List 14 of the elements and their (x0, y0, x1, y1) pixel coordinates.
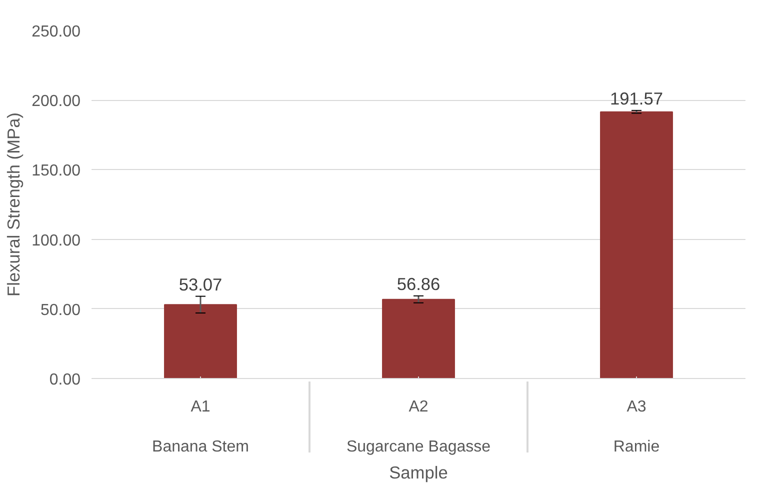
data-label: 53.07 (178, 274, 222, 294)
y-tick-label: 250.00 (32, 24, 81, 40)
category-label: A1 Banana Stem (152, 398, 249, 456)
y-tick-label: 200.00 (32, 93, 81, 110)
y-axis-title: Flexural Strength (MPa) (4, 112, 24, 296)
y-tick-label: 150.00 (32, 162, 81, 180)
data-label: 191.57 (610, 88, 663, 108)
category-label: A3 Ramie (613, 398, 660, 456)
y-tick-label: 0.00 (49, 372, 81, 388)
y-tick-label: 100.00 (32, 232, 81, 250)
category-label: A2 Sugarcane Bagasse (346, 398, 491, 456)
y-tick-label: 50.00 (40, 302, 81, 319)
data-label: 56.86 (396, 274, 440, 294)
x-axis-title: Sample (389, 462, 448, 482)
